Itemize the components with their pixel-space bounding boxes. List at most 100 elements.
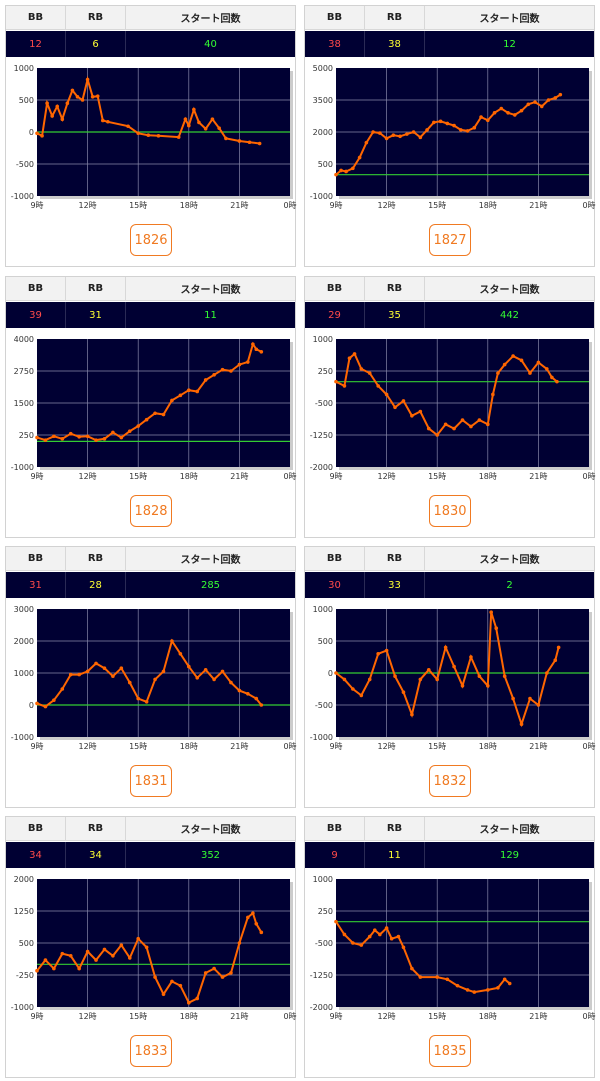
rb-value: 34 [66, 842, 126, 868]
bb-value: 39 [6, 302, 66, 328]
data-point [445, 121, 450, 126]
bb-header: BB [305, 817, 365, 840]
data-point [367, 934, 372, 939]
data-point [161, 412, 166, 417]
data-point [220, 975, 225, 979]
data-point [342, 677, 347, 682]
data-point [367, 677, 372, 682]
data-point [111, 430, 115, 435]
stats-values: 38 38 12 [305, 31, 594, 57]
data-point [378, 131, 382, 135]
data-point [445, 977, 450, 982]
data-point [212, 966, 216, 971]
data-point [40, 134, 44, 138]
data-point [550, 375, 554, 380]
machine-number-button[interactable]: 1828 [130, 495, 172, 527]
data-point [342, 932, 347, 937]
slump-line [335, 921, 511, 994]
data-point [210, 117, 215, 121]
data-point [472, 125, 477, 130]
y-tick-label: 5000 [313, 64, 333, 73]
x-tick-label: 12時 [378, 742, 396, 751]
data-point [459, 128, 463, 132]
data-point [35, 968, 39, 973]
machine-number-button[interactable]: 1833 [130, 1035, 172, 1067]
start-value: 129 [499, 849, 520, 861]
data-point [545, 367, 549, 371]
start-value: 11 [204, 309, 217, 321]
x-tick-label: 15時 [129, 472, 147, 481]
data-point [418, 409, 423, 414]
data-point [499, 106, 504, 111]
x-tick-label: 21時 [529, 472, 547, 481]
data-point [393, 405, 397, 410]
data-point [136, 131, 140, 136]
data-point [486, 118, 490, 123]
data-point [237, 362, 242, 367]
x-tick-label: 18時 [479, 201, 497, 210]
data-point [95, 94, 100, 98]
data-point [212, 677, 216, 682]
data-point [491, 392, 495, 397]
data-point [183, 117, 188, 121]
y-tick-label: 0 [29, 128, 34, 137]
start-value: 285 [200, 579, 221, 591]
machine-number-button[interactable]: 1835 [429, 1035, 471, 1067]
data-point [443, 645, 448, 650]
start-header: スタート回数 [180, 555, 241, 566]
data-point [502, 362, 507, 367]
data-point [364, 140, 369, 145]
slump-chart: 9時 12時 15時 18時 21時 0時 4000 2750 1500 250 -1000 [11, 335, 297, 481]
data-point [357, 155, 362, 160]
data-point [111, 954, 115, 958]
y-tick-label: -1000 [11, 463, 34, 472]
data-point [136, 424, 140, 428]
x-tick-label: 15時 [428, 472, 446, 481]
bb-header: BB [6, 6, 66, 29]
x-tick-label: 12時 [378, 201, 396, 210]
data-point [460, 418, 465, 422]
data-point [486, 684, 490, 688]
data-point [438, 119, 443, 124]
x-tick-label: 12時 [79, 201, 97, 210]
data-point [119, 943, 124, 947]
data-point [85, 669, 90, 674]
data-point [259, 930, 264, 935]
data-point [342, 384, 347, 388]
data-point [511, 354, 515, 358]
y-tick-label: -1000 [310, 192, 333, 201]
data-point [384, 392, 389, 397]
data-point [465, 988, 470, 992]
start-header: スタート回数 [479, 285, 540, 296]
y-tick-label: 1000 [313, 335, 333, 344]
x-tick-label: 15時 [129, 201, 147, 210]
rb-header: RB [66, 6, 126, 29]
rb-value: 35 [365, 302, 425, 328]
start-header: スタート回数 [479, 555, 540, 566]
data-point [80, 98, 85, 102]
data-point [161, 992, 166, 996]
x-tick-label: 9時 [329, 1012, 342, 1021]
machine-number-button[interactable]: 1832 [429, 765, 471, 797]
data-point [443, 422, 448, 427]
data-point [187, 123, 191, 128]
x-tick-label: 9時 [329, 472, 342, 481]
data-point [178, 652, 183, 656]
data-point [85, 434, 90, 439]
machine-number-button[interactable]: 1830 [429, 495, 471, 527]
data-point [426, 426, 431, 431]
y-tick-label: -500 [315, 399, 333, 408]
data-point [43, 438, 48, 442]
stats-values: 31 28 285 [6, 572, 295, 598]
machine-number-button[interactable]: 1831 [130, 765, 172, 797]
start-header: スタート回数 [180, 14, 241, 25]
machine-number-button[interactable]: 1827 [429, 224, 471, 256]
data-point [494, 626, 499, 630]
data-point [418, 975, 423, 979]
x-tick-label: 18時 [479, 472, 497, 481]
data-point [195, 996, 200, 1001]
data-point [259, 703, 264, 707]
machine-number-button[interactable]: 1826 [130, 224, 172, 256]
data-point [85, 949, 90, 954]
data-point [106, 119, 110, 124]
